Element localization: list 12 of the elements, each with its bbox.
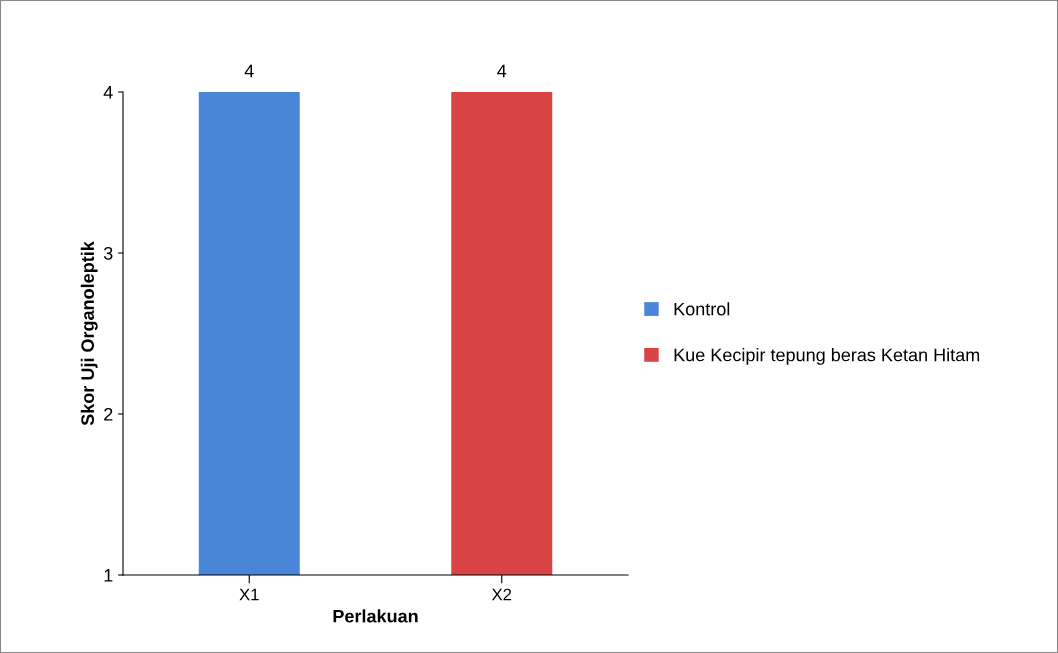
y-tick-label: 4 xyxy=(103,86,113,99)
x-tick-label: X2 xyxy=(491,588,512,601)
legend-label: Kontrol xyxy=(674,302,730,316)
y-tick-label: 1 xyxy=(104,569,113,582)
x-axis-title: Perlakuan xyxy=(333,609,418,623)
y-tick-label: 3 xyxy=(103,246,113,260)
y-tick-label: 2 xyxy=(104,407,113,421)
data-label: 4 xyxy=(244,64,254,78)
legend-label: Kue Kecipir tepung beras Ketan Hitam xyxy=(674,348,980,365)
x-tick-label: X1 xyxy=(239,588,259,601)
data-label: 4 xyxy=(497,64,507,78)
y-axis-title: Skor Uji Organoleptik xyxy=(80,241,98,426)
